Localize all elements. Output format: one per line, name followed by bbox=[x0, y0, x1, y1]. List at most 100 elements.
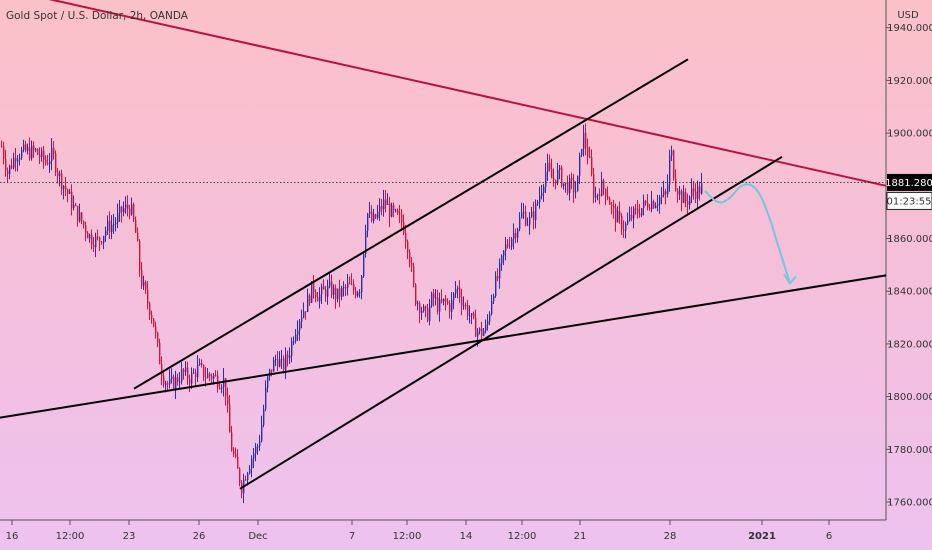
candle bbox=[557, 162, 559, 186]
candle bbox=[167, 380, 169, 392]
candle-body bbox=[97, 236, 99, 238]
candle-body bbox=[465, 305, 467, 307]
candle bbox=[663, 180, 665, 198]
candle-body bbox=[219, 387, 221, 389]
candle-body bbox=[291, 341, 293, 356]
candle bbox=[131, 197, 133, 216]
candle-body bbox=[351, 283, 353, 285]
candle bbox=[653, 199, 655, 210]
trend-line-channel-lower[interactable] bbox=[239, 155, 783, 490]
candle-body bbox=[665, 191, 667, 194]
candle-body bbox=[341, 287, 343, 297]
candle-body bbox=[577, 175, 579, 192]
candle-body bbox=[311, 281, 313, 303]
candle-body bbox=[459, 287, 461, 298]
candle bbox=[47, 155, 49, 166]
candle-body bbox=[489, 313, 491, 322]
candle bbox=[441, 289, 443, 304]
candle bbox=[393, 202, 395, 218]
trend-line-channel-upper[interactable] bbox=[133, 58, 689, 390]
candle bbox=[565, 182, 567, 193]
candle-body bbox=[359, 292, 361, 294]
candle bbox=[345, 283, 347, 297]
candle bbox=[377, 204, 379, 220]
candle bbox=[41, 147, 43, 162]
y-tick-label: 1800.000 bbox=[887, 392, 932, 403]
candle-body bbox=[499, 263, 501, 279]
candle bbox=[227, 387, 229, 413]
candle-body bbox=[603, 180, 605, 189]
candle-body bbox=[655, 205, 657, 208]
candle bbox=[533, 201, 535, 230]
candle bbox=[265, 380, 267, 412]
candle-body bbox=[581, 149, 583, 156]
candle-body bbox=[239, 468, 241, 483]
candle-body bbox=[519, 217, 521, 230]
candle bbox=[143, 275, 145, 290]
candle-body bbox=[685, 192, 687, 202]
candle-body bbox=[19, 158, 21, 160]
candle bbox=[27, 143, 29, 155]
candle bbox=[349, 276, 351, 285]
candle-body bbox=[155, 326, 157, 333]
candle-body bbox=[579, 155, 581, 176]
candle-body bbox=[59, 173, 61, 177]
candle-body bbox=[543, 186, 545, 193]
candle bbox=[171, 368, 173, 384]
y-tick-label: 1920.000 bbox=[887, 76, 932, 87]
candle bbox=[379, 198, 381, 221]
candle bbox=[123, 201, 125, 217]
candle bbox=[201, 359, 203, 368]
candle-body bbox=[47, 162, 49, 164]
candle bbox=[145, 280, 147, 294]
candle bbox=[673, 149, 675, 181]
candle bbox=[35, 147, 37, 153]
candle-body bbox=[335, 287, 337, 300]
candle bbox=[11, 158, 13, 170]
candle-body bbox=[535, 203, 537, 221]
candle-body bbox=[537, 202, 539, 204]
trend-lines[interactable] bbox=[0, 0, 887, 490]
candle-body bbox=[23, 144, 25, 150]
candle-body bbox=[57, 172, 59, 177]
candle bbox=[679, 185, 681, 201]
candle bbox=[403, 214, 405, 236]
candle-body bbox=[107, 220, 109, 231]
candle-body bbox=[159, 342, 161, 365]
candle bbox=[421, 306, 423, 321]
candle bbox=[499, 258, 501, 289]
candle bbox=[169, 369, 171, 389]
candle-body bbox=[165, 383, 167, 385]
candle-body bbox=[575, 191, 577, 193]
candle bbox=[231, 425, 233, 452]
candle-body bbox=[505, 244, 507, 251]
candle bbox=[547, 153, 549, 182]
trend-line-resistance[interactable] bbox=[0, 0, 887, 187]
candle bbox=[467, 299, 469, 321]
candle-body bbox=[245, 479, 247, 481]
candle-body bbox=[649, 207, 651, 210]
candle bbox=[161, 356, 163, 386]
candle bbox=[675, 169, 677, 192]
candle-body bbox=[361, 276, 363, 293]
candle-body bbox=[281, 358, 283, 360]
time-axis[interactable]: 16 12:00 23 26 Dec 7 12:00 14 12:00 21 28 2021 6 bbox=[6, 520, 833, 542]
candle bbox=[463, 296, 465, 310]
candle-body bbox=[71, 191, 73, 209]
trend-line-support[interactable] bbox=[0, 274, 887, 419]
candle-body bbox=[427, 308, 429, 321]
candle-body bbox=[285, 354, 287, 370]
candle-body bbox=[99, 237, 101, 242]
candle-body bbox=[21, 149, 23, 159]
candle-body bbox=[457, 287, 459, 290]
price-axis[interactable]: 1760.000 1780.000 1800.000 1820.000 1840.000… bbox=[886, 23, 932, 509]
candle bbox=[447, 298, 449, 305]
candle bbox=[279, 351, 281, 368]
candle bbox=[593, 167, 595, 204]
candle-body bbox=[657, 203, 659, 206]
candle bbox=[43, 146, 45, 169]
candle bbox=[63, 185, 65, 200]
candle-body bbox=[667, 184, 669, 194]
